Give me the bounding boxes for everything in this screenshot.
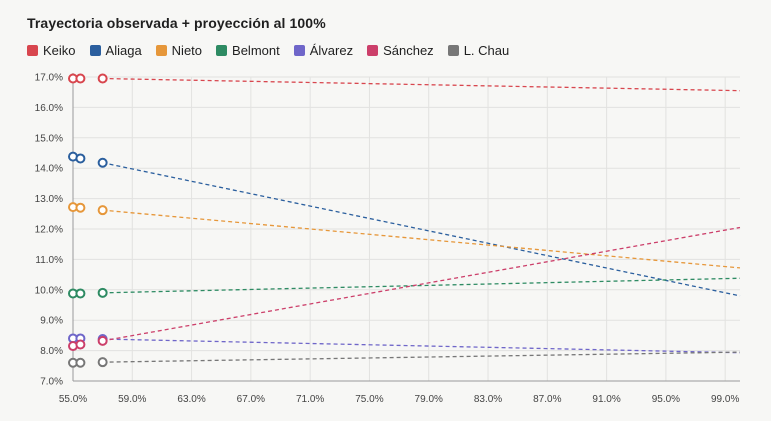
chart-title: Trayectoria observada + proyección al 10… <box>27 15 326 31</box>
legend-label: Belmont <box>232 43 280 58</box>
legend-swatch <box>155 45 167 56</box>
projection-line-alvarez <box>102 338 741 354</box>
x-tick-label: 99.0% <box>711 394 739 405</box>
legend-label: L. Chau <box>463 43 510 58</box>
y-tick-label: 16.0% <box>35 103 63 114</box>
point-sanchez <box>97 335 108 346</box>
legend-item-l-chau: L. Chau <box>447 43 510 58</box>
legend-swatch <box>447 45 459 56</box>
y-tick-label: 13.0% <box>35 194 63 205</box>
legend-label: Keiko <box>43 43 76 58</box>
point-aliaga <box>75 153 86 164</box>
projection-line-nieto <box>102 209 741 269</box>
legend-item-aliaga: Aliaga <box>89 43 142 58</box>
projection-line-sanchez <box>102 226 741 342</box>
x-tick-label: 87.0% <box>533 394 561 405</box>
legend-swatch <box>367 45 379 56</box>
x-tick-label: 75.0% <box>355 394 383 405</box>
point-nieto <box>75 202 86 213</box>
chart-legend: Keiko Aliaga Nieto Belmont Álvarez Sánchez L. … <box>27 43 523 58</box>
legend-item-keiko: Keiko <box>27 43 76 58</box>
x-tick-label: 67.0% <box>237 394 265 405</box>
projection-line-keiko <box>102 77 741 92</box>
legend-item-belmont: Belmont <box>216 43 280 58</box>
point-aliaga <box>97 157 108 168</box>
y-tick-label: 15.0% <box>35 133 63 144</box>
x-tick-label: 83.0% <box>474 394 502 405</box>
point-keiko <box>97 73 108 84</box>
legend-label: Nieto <box>171 43 203 58</box>
point-keiko <box>75 73 86 84</box>
y-tick-label: 7.0% <box>40 377 63 388</box>
x-tick-label: 55.0% <box>59 394 87 405</box>
legend-label: Sánchez <box>383 43 434 58</box>
point-l-chau <box>75 357 86 368</box>
legend-label: Aliaga <box>105 43 142 58</box>
legend-swatch <box>27 45 38 56</box>
legend-swatch <box>293 45 305 56</box>
x-tick-label: 63.0% <box>177 394 205 405</box>
y-tick-label: 8.0% <box>40 346 63 357</box>
point-nieto <box>97 205 108 216</box>
legend-item-sanchez: Sánchez <box>367 43 434 58</box>
projection-line-belmont <box>102 277 741 294</box>
projection-line-aliaga <box>102 162 741 297</box>
y-tick-label: 11.0% <box>35 255 63 266</box>
x-tick-label: 95.0% <box>652 394 680 405</box>
y-tick-label: 12.0% <box>35 225 63 236</box>
point-belmont <box>75 288 86 299</box>
x-tick-label: 91.0% <box>592 394 620 405</box>
legend-label: Álvarez <box>309 43 354 58</box>
y-tick-label: 17.0% <box>35 73 63 84</box>
y-tick-label: 9.0% <box>40 316 63 327</box>
legend-swatch <box>216 45 228 56</box>
x-tick-label: 79.0% <box>415 394 443 405</box>
x-tick-label: 59.0% <box>118 394 146 405</box>
point-belmont <box>97 287 108 298</box>
x-tick-label: 71.0% <box>296 394 324 405</box>
y-tick-label: 14.0% <box>35 164 63 175</box>
y-tick-label: 10.0% <box>35 285 63 296</box>
point-sanchez <box>75 339 86 350</box>
legend-item-nieto: Nieto <box>155 43 203 58</box>
point-l-chau <box>97 357 108 368</box>
projection-line-l-chau <box>102 351 741 363</box>
legend-item-alvarez: Álvarez <box>293 43 354 58</box>
legend-swatch <box>89 45 101 56</box>
